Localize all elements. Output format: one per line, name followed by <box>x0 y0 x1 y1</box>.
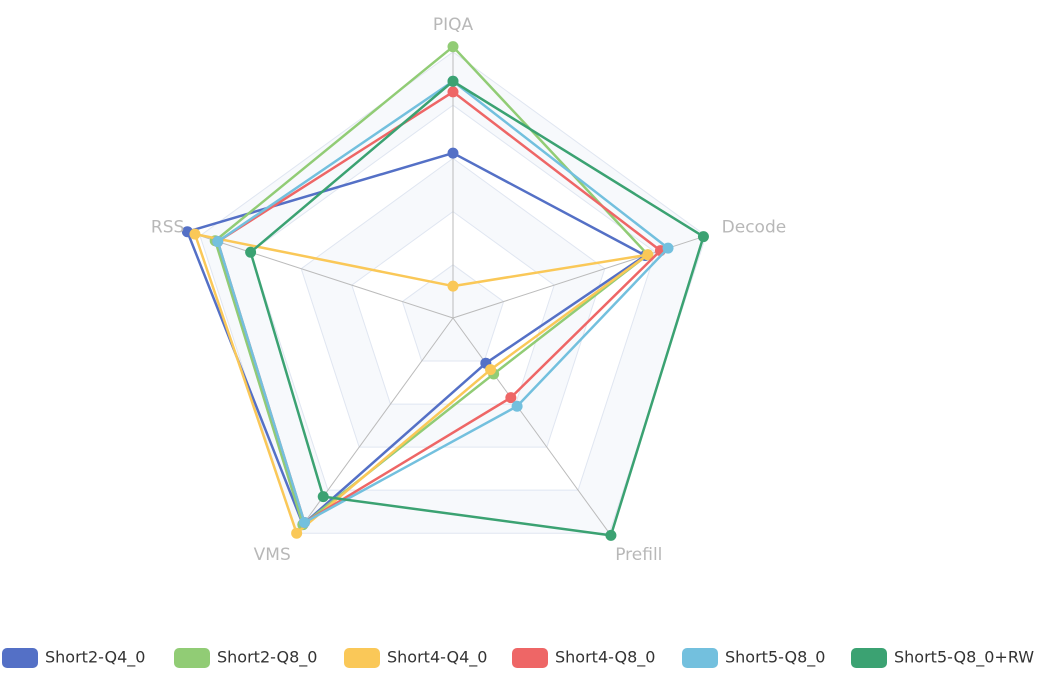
data-point-piqa <box>447 147 459 159</box>
legend-label: Short4-Q4_0 <box>387 648 487 668</box>
legend-label: Short2-Q4_0 <box>45 648 145 668</box>
radar-axis-labels: PIQA Decode Prefill VMS RSS <box>151 15 786 565</box>
axis-label-decode: Decode <box>722 217 787 237</box>
data-point-piqa <box>447 280 459 292</box>
legend-item-short4-q8-0[interactable]: Short4-Q8_0 <box>512 648 655 669</box>
series-short5-q8-0-rw <box>245 75 709 541</box>
data-point-decode <box>697 231 709 243</box>
legend-swatch <box>851 648 887 668</box>
series-short4-q4-0 <box>189 228 654 539</box>
radar-series <box>181 41 709 541</box>
legend-label: Short5-Q8_0 <box>725 648 825 668</box>
legend-item-short2-q4-0[interactable]: Short2-Q4_0 <box>2 648 145 669</box>
series-line <box>193 232 650 535</box>
data-point-prefill <box>505 392 517 404</box>
data-point-piqa <box>447 41 459 53</box>
legend-label: Short2-Q8_0 <box>217 648 317 668</box>
axis-label-prefill: Prefill <box>615 545 662 565</box>
radar-axes <box>199 52 707 534</box>
data-point-prefill <box>485 364 497 376</box>
data-point-prefill <box>605 529 617 541</box>
data-point-prefill <box>511 400 523 412</box>
data-point-vms <box>317 491 329 503</box>
legend-swatch <box>512 648 548 668</box>
series-line <box>216 80 670 524</box>
legend-swatch <box>682 648 718 668</box>
data-point-rss <box>212 236 224 248</box>
radar-grid-ring <box>199 51 707 534</box>
axis-label-rss: RSS <box>151 217 184 237</box>
data-point-piqa <box>447 86 459 98</box>
radar-grid-ring <box>300 157 606 448</box>
legend-swatch <box>2 648 38 668</box>
radar-grid-ring <box>401 264 505 362</box>
series-line <box>213 45 650 526</box>
legend-item-short2-q8-0[interactable]: Short2-Q8_0 <box>174 648 317 669</box>
series-line <box>216 90 662 524</box>
data-point-rss <box>189 228 201 240</box>
series-line <box>249 80 705 537</box>
radar-axis-line <box>452 317 610 534</box>
legend-label: Short5-Q8_0+RW <box>894 648 1034 668</box>
legend-item-short4-q4-0[interactable]: Short4-Q4_0 <box>344 648 487 669</box>
data-point-decode <box>662 242 674 254</box>
axis-label-piqa: PIQA <box>433 15 474 35</box>
axis-label-vms: VMS <box>254 545 291 565</box>
legend-item-short5-q8-0-rw[interactable]: Short5-Q8_0+RW <box>851 648 1034 669</box>
data-point-vms <box>298 516 310 528</box>
legend-label: Short4-Q8_0 <box>555 648 655 668</box>
data-point-piqa <box>447 75 459 87</box>
data-point-vms <box>291 527 303 539</box>
series-short5-q8-0 <box>212 75 674 528</box>
radar-axis-line <box>199 235 454 319</box>
legend: Short2-Q4_0 Short2-Q8_0 Short4-Q4_0 Short4-… <box>2 648 1034 669</box>
legend-item-short5-q8-0[interactable]: Short5-Q8_0 <box>682 648 825 669</box>
data-point-rss <box>245 246 257 258</box>
data-point-decode <box>642 249 654 261</box>
series-line <box>186 151 647 526</box>
legend-swatch <box>344 648 380 668</box>
legend-swatch <box>174 648 210 668</box>
